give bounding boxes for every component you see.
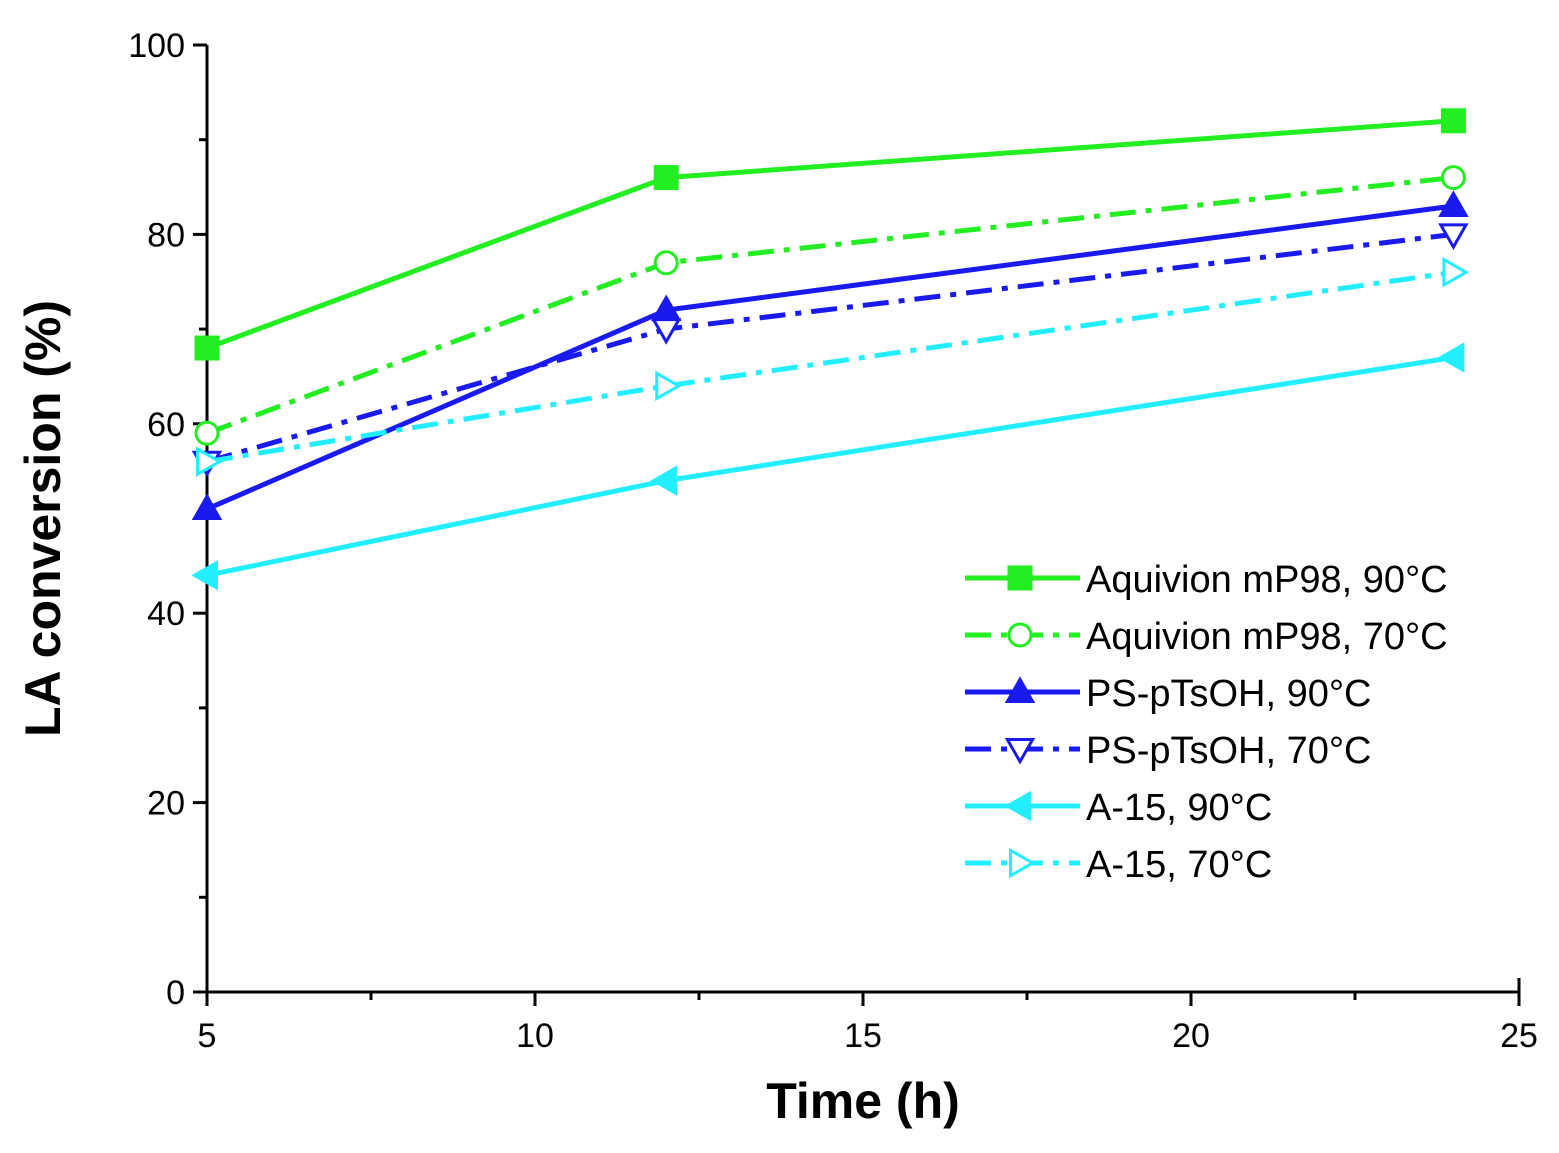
y-axis: 0 20 40 60 80 100 xyxy=(128,27,207,1012)
legend: Aquivion mP98, 90°C Aquivion mP98, 70°C PS… xyxy=(965,559,1448,886)
series-5 xyxy=(191,342,1465,591)
series-2 xyxy=(194,165,1466,446)
marker-triangle xyxy=(1438,223,1469,251)
series-line xyxy=(206,203,1454,512)
marker-circle xyxy=(1007,622,1033,648)
marker-square xyxy=(653,165,679,191)
legend-label: Aquivion mP98, 70°C xyxy=(1086,616,1448,658)
marker-triangle xyxy=(655,370,682,402)
legend-item: PS-pTsOH, 90°C xyxy=(965,673,1372,715)
marker-triangle xyxy=(1438,190,1469,217)
y-tick-label: 20 xyxy=(147,785,185,823)
y-axis-title: LA conversion (%) xyxy=(15,300,71,737)
marker-circle xyxy=(653,250,679,276)
marker-triangle xyxy=(1004,676,1036,703)
legend-label: PS-pTsOH, 90°C xyxy=(1086,673,1372,715)
legend-label: A-15, 70°C xyxy=(1086,844,1272,886)
marker-square xyxy=(194,335,220,361)
x-tick-label: 20 xyxy=(1172,1017,1210,1055)
series-6 xyxy=(196,257,1470,477)
x-axis: 5 10 15 20 25 xyxy=(198,992,1538,1055)
y-tick-label: 100 xyxy=(128,27,185,65)
series-layer xyxy=(191,108,1470,591)
marker-circle xyxy=(194,420,220,446)
y-tick-label: 80 xyxy=(147,216,185,254)
x-axis-title: Time (h) xyxy=(766,1073,960,1129)
marker-square xyxy=(1007,565,1033,591)
legend-label: PS-pTsOH, 70°C xyxy=(1086,730,1372,772)
legend-item: A-15, 70°C xyxy=(965,844,1272,886)
legend-item: Aquivion mP98, 90°C xyxy=(965,559,1448,601)
marker-triangle xyxy=(191,560,218,591)
marker-triangle xyxy=(1004,790,1031,822)
legend-label: A-15, 90°C xyxy=(1086,787,1272,829)
marker-triangle xyxy=(191,493,223,521)
y-tick-label: 40 xyxy=(147,595,185,633)
marker-triangle xyxy=(650,465,678,496)
series-4 xyxy=(191,223,1469,478)
marker-triangle xyxy=(1442,257,1470,288)
y-tick-label: 60 xyxy=(147,406,185,444)
marker-circle xyxy=(1440,165,1466,191)
marker-square xyxy=(1440,108,1466,134)
series-line xyxy=(206,269,1454,465)
series-line xyxy=(206,118,1454,351)
legend-item: A-15, 90°C xyxy=(965,787,1272,829)
marker-triangle xyxy=(1009,847,1036,879)
series-1 xyxy=(194,108,1466,361)
series-line xyxy=(206,175,1454,436)
legend-label: Aquivion mP98, 90°C xyxy=(1086,559,1448,601)
y-tick-label: 0 xyxy=(166,974,185,1012)
x-tick-label: 25 xyxy=(1500,1017,1538,1055)
marker-triangle xyxy=(196,446,223,477)
legend-item: PS-pTsOH, 70°C xyxy=(965,730,1372,772)
marker-triangle xyxy=(650,318,682,345)
legend-item: Aquivion mP98, 70°C xyxy=(965,616,1448,658)
series-3 xyxy=(191,190,1469,521)
series-line xyxy=(206,355,1454,578)
marker-triangle xyxy=(1437,342,1465,373)
x-tick-label: 5 xyxy=(198,1017,217,1055)
marker-triangle xyxy=(1004,738,1036,765)
x-tick-label: 10 xyxy=(516,1017,554,1055)
plot-frame xyxy=(205,45,1521,994)
x-tick-label: 15 xyxy=(844,1017,882,1055)
